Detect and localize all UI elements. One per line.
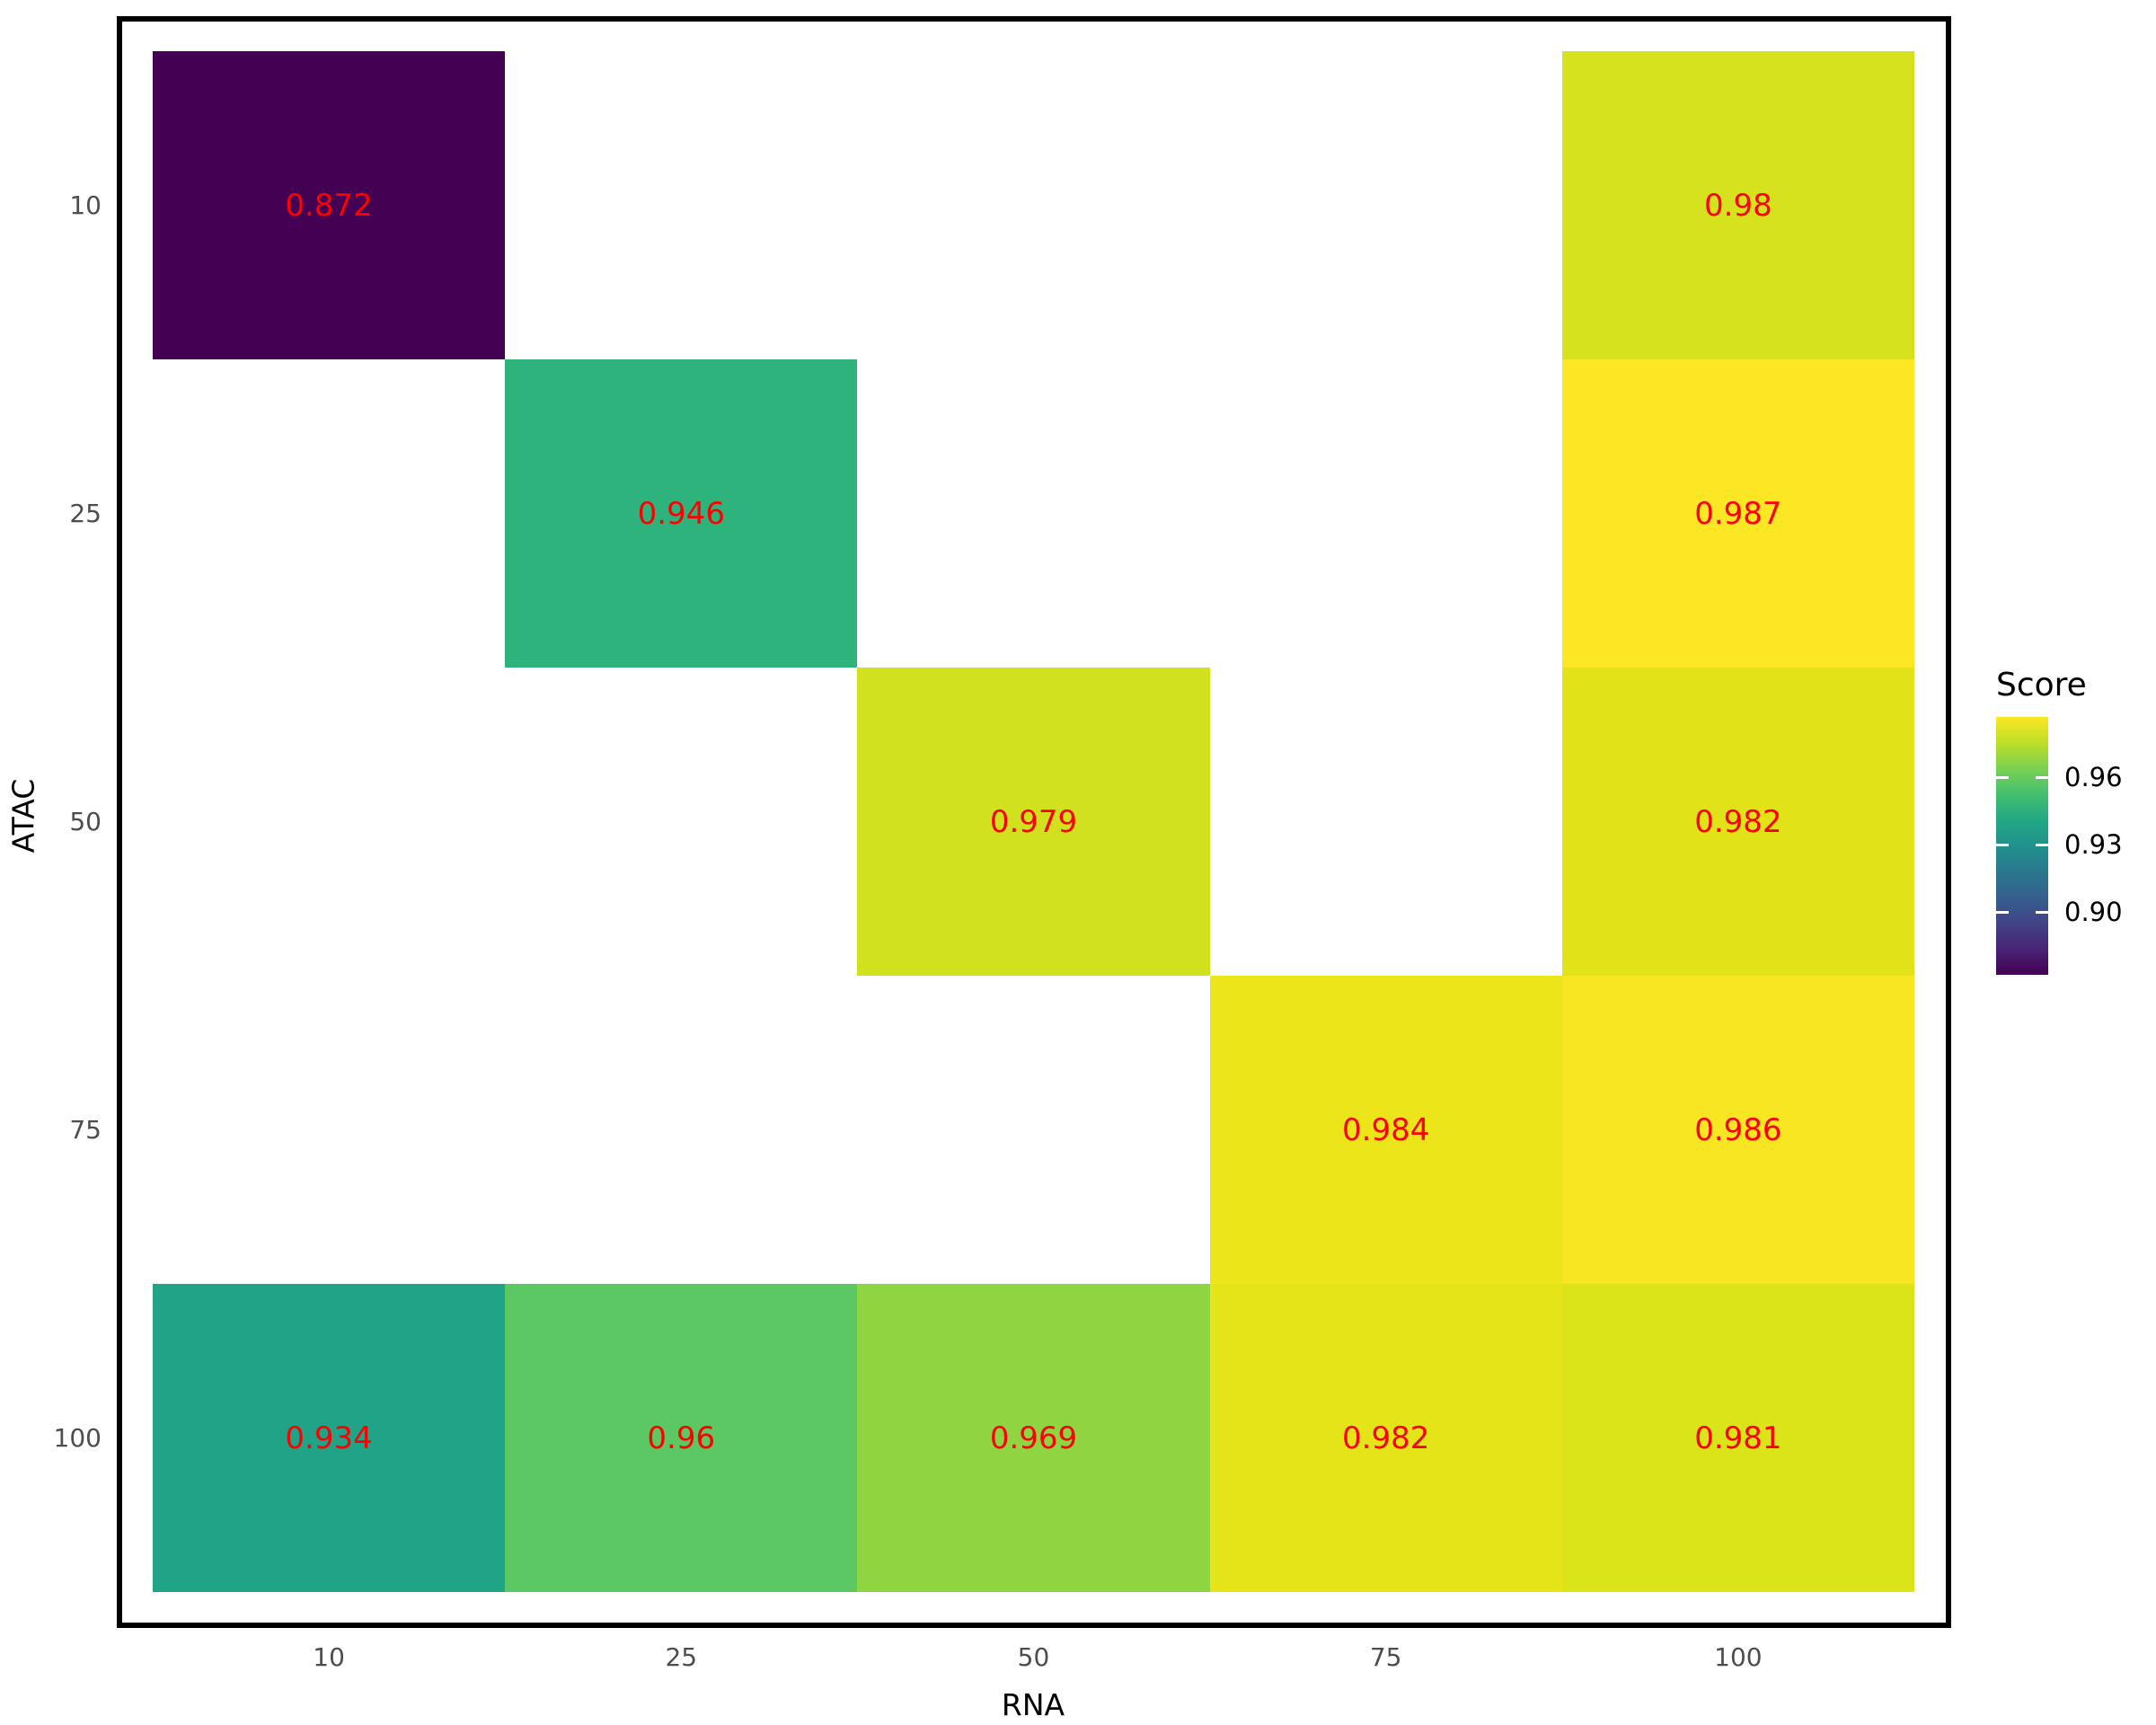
cell-value-label: 0.96	[647, 1420, 716, 1456]
cell-value-label: 0.946	[637, 495, 725, 532]
heatmap-cell: 0.981	[1561, 1284, 1914, 1592]
heatmap-cell: 0.986	[1561, 976, 1914, 1284]
heatmap-cell: 0.969	[857, 1284, 1210, 1592]
cell-value-label: 0.981	[1694, 1420, 1782, 1456]
cell-value-label: 0.982	[1694, 803, 1782, 840]
heatmap-cell: 0.934	[153, 1284, 506, 1592]
heatmap-cell: 0.982	[1561, 668, 1914, 976]
legend-colorbar	[1996, 717, 2048, 975]
heatmap-cell: 0.982	[1209, 1284, 1562, 1592]
x-tick-label: 75	[1369, 1642, 1402, 1672]
cell-value-label: 0.98	[1704, 187, 1772, 224]
x-tick-label: 50	[1017, 1642, 1050, 1672]
y-tick-label: 25	[69, 498, 102, 528]
cell-value-label: 0.969	[989, 1420, 1078, 1456]
heatmap-cell: 0.987	[1561, 359, 1914, 668]
y-tick-label: 10	[69, 190, 102, 220]
y-tick-label: 75	[69, 1114, 102, 1145]
cell-value-label: 0.872	[285, 187, 373, 224]
y-tick-label: 50	[69, 806, 102, 836]
cell-value-label: 0.986	[1694, 1111, 1782, 1148]
cell-value-label: 0.984	[1342, 1111, 1430, 1148]
y-tick-label: 100	[53, 1422, 102, 1453]
heatmap-cell: 0.984	[1209, 976, 1562, 1284]
cell-value-label: 0.987	[1694, 495, 1782, 532]
plot-panel-border	[117, 16, 1951, 1628]
x-axis-title: RNA	[1001, 1687, 1065, 1722]
cell-value-label: 0.982	[1342, 1420, 1430, 1456]
legend-title: Score	[1996, 667, 2087, 703]
x-tick-label: 100	[1714, 1642, 1763, 1672]
heatmap-cell: 0.98	[1561, 51, 1914, 359]
heatmap-cell: 0.872	[153, 51, 506, 359]
heatmap-cell: 0.946	[505, 359, 858, 668]
cell-value-label: 0.934	[285, 1420, 373, 1456]
heatmap-cell: 0.979	[857, 668, 1210, 976]
x-tick-label: 25	[665, 1642, 698, 1672]
y-axis-title: ATAC	[5, 778, 41, 854]
heatmap-cell: 0.96	[505, 1284, 858, 1592]
cell-value-label: 0.979	[989, 803, 1078, 840]
x-tick-label: 10	[313, 1642, 345, 1672]
